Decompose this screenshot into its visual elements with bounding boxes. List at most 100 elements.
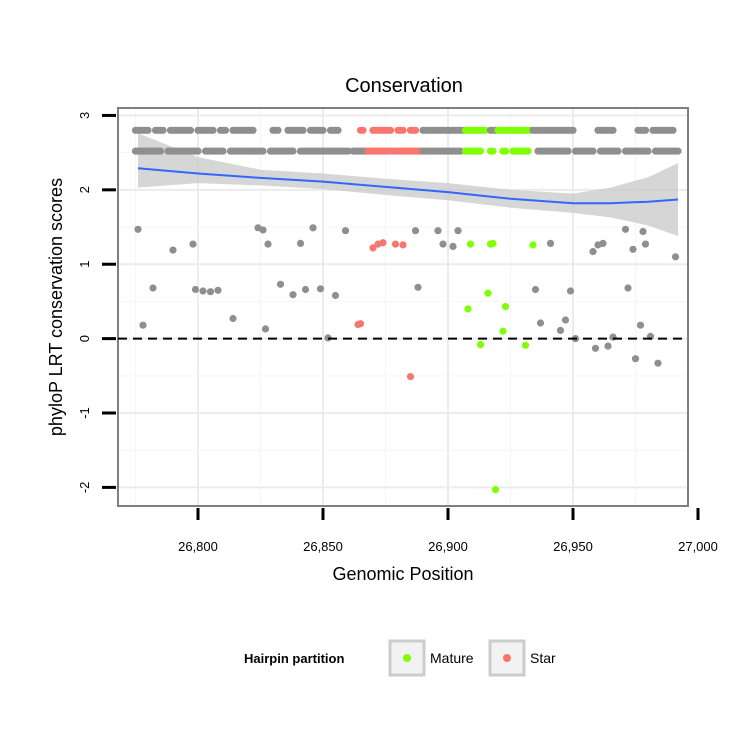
data-point-star xyxy=(411,126,420,134)
legend-key-star xyxy=(503,654,511,662)
legend: Hairpin partition Mature Star xyxy=(244,639,556,677)
data-point-other xyxy=(671,253,680,261)
y-tick-label: 1 xyxy=(77,261,92,268)
data-point-mature xyxy=(521,341,530,349)
x-tick-label: 26,950 xyxy=(553,539,593,554)
data-point-other xyxy=(189,240,197,248)
data-point-other xyxy=(434,227,442,235)
data-point-other xyxy=(561,316,570,324)
data-point-mature xyxy=(476,341,485,349)
data-point-other xyxy=(194,147,202,155)
data-point-mature xyxy=(499,327,507,335)
data-point-other xyxy=(309,224,317,232)
data-point-other xyxy=(644,147,652,155)
legend-label-star: Star xyxy=(530,650,556,666)
data-point-other xyxy=(144,126,152,134)
data-point-star xyxy=(356,320,365,328)
data-point-star xyxy=(399,241,407,249)
data-point-other xyxy=(556,326,565,334)
data-point-mature xyxy=(489,147,497,155)
data-point-other xyxy=(449,242,457,250)
data-point-other xyxy=(599,239,607,247)
data-point-other xyxy=(301,285,310,294)
y-tick-label: -1 xyxy=(77,407,92,419)
data-point-other xyxy=(134,225,142,233)
data-point-mature xyxy=(501,303,510,311)
data-point-other xyxy=(341,227,350,235)
data-point-other xyxy=(206,288,215,296)
data-point-other xyxy=(641,240,650,248)
data-point-other xyxy=(296,239,305,247)
data-point-mature xyxy=(489,239,497,247)
data-point-other xyxy=(344,147,352,155)
data-point-other xyxy=(609,126,617,134)
data-point-other xyxy=(564,147,572,155)
data-point-other xyxy=(604,342,612,350)
data-point-other xyxy=(221,126,230,134)
y-axis: -2 -1 0 1 2 3 xyxy=(77,112,116,493)
data-point-mature xyxy=(484,289,492,297)
plot-panel xyxy=(117,107,689,507)
data-point-other xyxy=(591,344,600,352)
x-axis: 26,800 26,850 26,900 26,950 27,000 xyxy=(178,508,718,554)
data-point-mature xyxy=(476,147,485,155)
legend-entry-mature: Mature xyxy=(388,639,474,677)
data-point-mature xyxy=(501,147,510,155)
y-axis-title: phyloP LRT conservation scores xyxy=(46,178,66,436)
x-tick-label: 27,000 xyxy=(678,539,718,554)
y-tick-label: -2 xyxy=(77,482,92,494)
data-point-other xyxy=(331,291,340,300)
data-point-other xyxy=(621,225,630,233)
data-point-mature xyxy=(491,486,500,494)
chart-title: Conservation xyxy=(345,75,463,97)
data-point-other xyxy=(261,325,270,333)
data-point-mature xyxy=(524,147,532,155)
y-tick-label: 3 xyxy=(77,112,92,119)
data-point-other xyxy=(214,286,222,294)
data-point-other xyxy=(454,227,462,235)
data-point-other xyxy=(289,291,297,299)
data-point-other xyxy=(289,147,297,155)
data-point-other xyxy=(249,126,257,134)
data-point-other xyxy=(614,147,622,155)
data-point-other xyxy=(229,314,237,323)
data-point-other xyxy=(641,126,650,134)
y-tick-label: 0 xyxy=(77,335,92,342)
data-point-other xyxy=(669,126,677,134)
data-point-other xyxy=(639,227,647,236)
data-point-other xyxy=(156,147,165,155)
data-point-mature xyxy=(466,240,475,248)
data-point-star xyxy=(359,126,367,134)
data-point-other xyxy=(531,285,540,294)
x-tick-label: 26,900 xyxy=(428,539,468,554)
band-points xyxy=(131,126,682,155)
data-point-mature xyxy=(481,126,490,134)
data-point-other xyxy=(456,147,465,155)
x-axis-title: Genomic Position xyxy=(332,564,473,584)
data-point-other xyxy=(589,248,597,256)
legend-title: Hairpin partition xyxy=(244,651,344,666)
data-point-other xyxy=(624,284,632,292)
data-point-star xyxy=(386,126,395,134)
data-point-other xyxy=(191,285,200,294)
data-point-other xyxy=(169,246,177,254)
data-point-other xyxy=(546,239,555,247)
data-point-other xyxy=(316,285,325,293)
data-point-other xyxy=(631,355,640,363)
data-point-other xyxy=(566,287,575,295)
legend-entry-star: Star xyxy=(488,639,556,677)
data-point-other xyxy=(334,126,342,134)
data-point-other xyxy=(609,333,617,341)
data-point-other xyxy=(264,240,272,248)
plot-border xyxy=(117,107,689,507)
data-point-mature xyxy=(529,241,537,249)
data-point-other xyxy=(414,283,422,291)
data-point-other xyxy=(259,226,267,234)
data-point-other xyxy=(411,227,420,235)
data-point-other xyxy=(259,147,267,155)
data-point-other xyxy=(186,126,195,134)
smooth-line xyxy=(137,167,679,205)
data-point-mature xyxy=(464,305,472,313)
